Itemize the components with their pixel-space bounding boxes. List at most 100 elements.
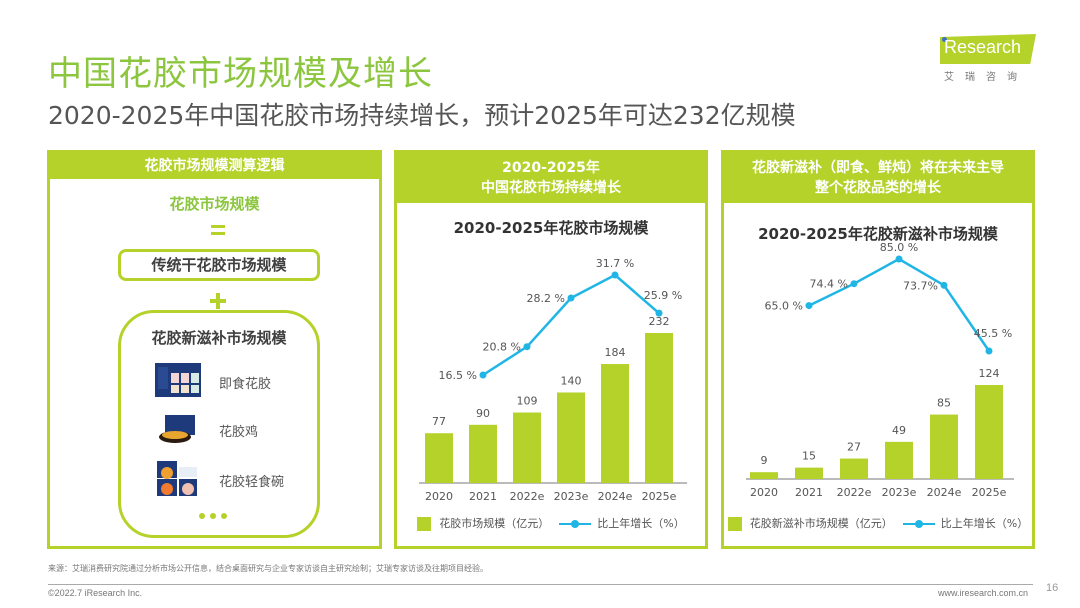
panel-header: 花胶市场规模测算逻辑 xyxy=(50,153,379,179)
growth-line xyxy=(808,257,991,352)
logo-badge xyxy=(940,34,1036,64)
product-item: 花胶轻食碗 xyxy=(155,461,305,501)
plus-icon xyxy=(210,293,226,309)
product-label: 即食花胶 xyxy=(219,377,272,392)
product-item: 花胶鸡 xyxy=(155,411,305,451)
page-title: 中国花胶市场规模及增长 xyxy=(48,54,433,94)
bar-2023e xyxy=(557,392,585,483)
legend-label: 比上年增长（%） xyxy=(597,517,685,530)
page-subtitle: 2020-2025年中国花胶市场持续增长，预计2025年可达232亿规模 xyxy=(48,101,796,130)
bar-2023e xyxy=(885,441,913,479)
panel-header-line1: 2020-2025年 xyxy=(502,160,600,176)
growth-point xyxy=(850,280,858,288)
bar-label: 85 xyxy=(937,397,951,410)
growth-label: 73.7% xyxy=(903,279,938,292)
bar-label: 124 xyxy=(979,367,1000,380)
bar-label: 49 xyxy=(892,424,906,437)
chart-legend: 花胶新滋补市场规模（亿元） 比上年增长（%） xyxy=(724,515,1032,531)
x-tick-label: 2024e xyxy=(598,490,633,503)
growth-label: 16.5 % xyxy=(439,369,477,382)
bar-2020 xyxy=(425,433,453,483)
x-tick-label: 2022e xyxy=(837,486,872,499)
panel-header: 花胶新滋补（即食、鲜炖）将在未来主导 整个花胶品类的增长 xyxy=(724,153,1032,203)
growth-label: 74.4 % xyxy=(810,278,848,291)
legend-bar-swatch-icon xyxy=(727,517,742,531)
bar-2024e xyxy=(601,364,629,483)
page-number: 16 xyxy=(1046,582,1059,594)
legend-item-line: 比上年增长（%） xyxy=(902,515,1029,531)
legend-line-swatch-icon xyxy=(559,519,592,529)
growth-point xyxy=(940,281,948,289)
growth-point xyxy=(567,294,575,302)
x-tick-label: 2025e xyxy=(972,486,1007,499)
fish-maw-bowl-product-image xyxy=(157,461,197,496)
legend-label: 比上年增长（%） xyxy=(940,517,1029,530)
bar-2021 xyxy=(795,467,823,479)
bar-label: 77 xyxy=(432,415,446,428)
growth-point xyxy=(805,302,813,310)
bar-2025e xyxy=(975,385,1003,479)
growth-label: 31.7 % xyxy=(596,257,634,270)
bar-2025e xyxy=(645,333,673,483)
new-nourishment-market-box: 花胶新滋补市场规模 即食花胶 花胶鸡 xyxy=(118,310,320,538)
growth-label: 25.9 % xyxy=(644,289,682,302)
fish-maw-chicken-product-image xyxy=(159,415,195,443)
growth-point xyxy=(523,343,531,351)
x-tick-label: 2021 xyxy=(795,486,823,499)
growth-point xyxy=(985,347,993,355)
legend-line-swatch-icon xyxy=(902,519,935,529)
website-link[interactable]: www.iresearch.com.cn xyxy=(938,588,1029,598)
growth-point xyxy=(611,271,619,279)
product-label: 花胶鸡 xyxy=(219,425,259,440)
instant-fish-maw-product-image xyxy=(155,363,201,397)
logo-subtext: 艾瑞咨询 xyxy=(944,72,1028,83)
source-note: 来源：艾瑞消费研究院通过分析市场公开信息，结合桌面研究与企业专家访谈自主研究绘制… xyxy=(48,564,488,573)
legend-item-bar: 花胶市场规模（亿元） xyxy=(417,515,549,531)
panel-header-line1: 花胶新滋补（即食、鲜炖）将在未来主导 xyxy=(752,160,1004,176)
footer-divider xyxy=(48,584,1033,585)
product-item: 即食花胶 xyxy=(155,363,305,403)
growth-line xyxy=(482,273,660,377)
bar-label: 90 xyxy=(476,407,490,420)
total-market-chart: 77 2020 90 2021 109 2022e 140 2023e 184 2024e 232 2… xyxy=(419,257,687,503)
bar-label: 15 xyxy=(802,450,816,463)
growth-label: 20.8 % xyxy=(483,341,521,354)
growth-point xyxy=(655,309,663,317)
bar-2024e xyxy=(930,414,958,479)
chart-title: 2020-2025年花胶市场规模 xyxy=(453,219,649,237)
growth-label: 65.0 % xyxy=(765,300,803,313)
legend-label: 花胶市场规模（亿元） xyxy=(439,517,550,530)
chart-legend: 花胶市场规模（亿元） 比上年增长（%） xyxy=(397,515,705,531)
growth-point xyxy=(895,255,903,263)
new-market-label: 花胶新滋补市场规模 xyxy=(151,329,287,347)
logo-text: Research xyxy=(944,37,1022,57)
product-label: 花胶轻食碗 xyxy=(219,475,285,490)
x-tick-label: 2021 xyxy=(469,490,497,503)
bar-2020 xyxy=(750,472,778,479)
legend-bar-swatch-icon xyxy=(417,517,432,531)
traditional-market-box: 传统干花胶市场规模 xyxy=(118,249,320,281)
growth-label: 85.0 % xyxy=(880,241,918,254)
copyright: ©2022.7 iResearch Inc. xyxy=(48,588,143,598)
x-tick-label: 2022e xyxy=(510,490,545,503)
total-market-label: 花胶市场规模 xyxy=(169,195,260,213)
bar-2022e xyxy=(840,458,868,479)
panel-header: 2020-2025年 中国花胶市场持续增长 xyxy=(397,153,705,203)
new-nourishment-chart: 9 2020 15 2021 27 2022e 49 2023e 85 2024e 124 2025e… xyxy=(746,241,1014,499)
bar-label: 184 xyxy=(605,346,626,359)
market-logic-panel: 花胶市场规模测算逻辑 花胶市场规模 传统干花胶市场规模 花胶新滋补市场规模 即食… xyxy=(47,150,382,549)
panel-header-line2: 中国花胶市场持续增长 xyxy=(481,180,621,196)
chart-title: 2020-2025年花胶新滋补市场规模 xyxy=(758,225,998,243)
growth-point xyxy=(479,371,487,379)
legend-item-bar: 花胶新滋补市场规模（亿元） xyxy=(727,515,893,531)
x-tick-label: 2024e xyxy=(927,486,962,499)
new-nourishment-panel: 花胶新滋补（即食、鲜炖）将在未来主导 整个花胶品类的增长 2020-2025年花… xyxy=(721,150,1035,549)
panel-header-line2: 整个花胶品类的增长 xyxy=(815,180,941,196)
iresearch-logo: Research 艾瑞咨询 xyxy=(940,34,1040,84)
bar-label: 9 xyxy=(761,454,768,467)
bar-2022e xyxy=(513,412,541,483)
legend-item-line: 比上年增长（%） xyxy=(559,515,685,531)
bar-2021 xyxy=(469,424,497,483)
growth-label: 28.2 % xyxy=(527,292,565,305)
legend-label: 花胶新滋补市场规模（亿元） xyxy=(749,517,893,530)
